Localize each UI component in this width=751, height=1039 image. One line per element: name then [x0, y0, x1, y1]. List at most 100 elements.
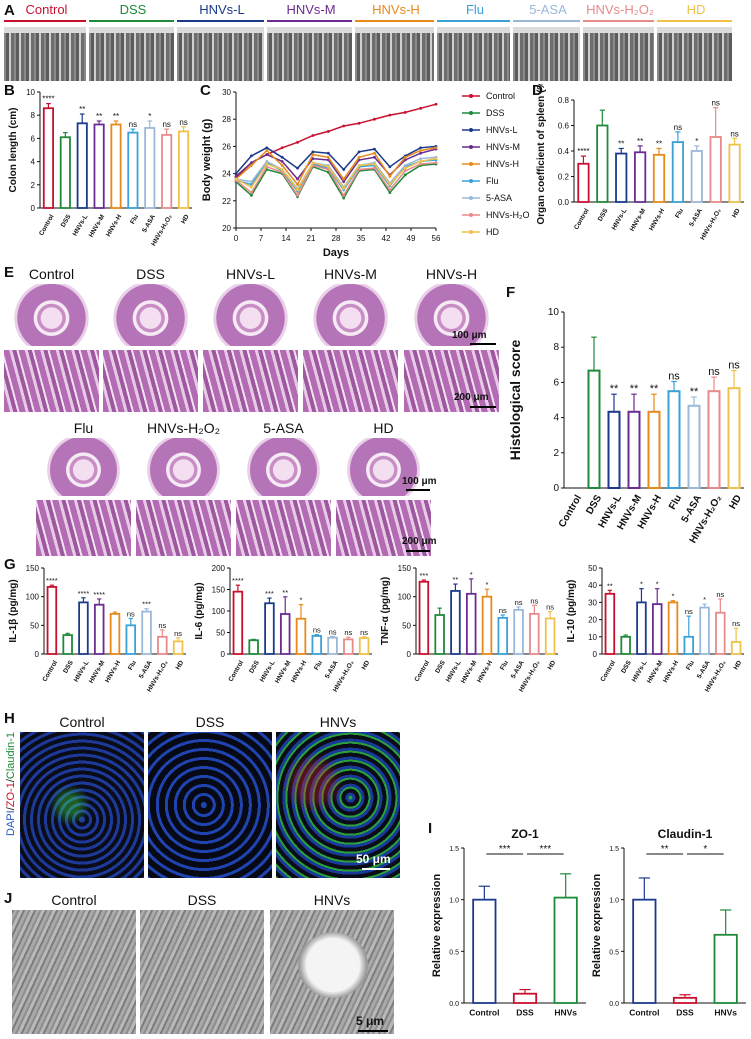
legend-marker — [469, 179, 473, 183]
y-tick-label: 0 — [593, 650, 598, 659]
significance-label: ns — [674, 123, 682, 132]
scale-bar — [406, 550, 430, 552]
y-tick-label: 10 — [588, 633, 597, 642]
data-point — [419, 106, 423, 110]
category-label: Control — [413, 659, 431, 683]
bar — [110, 123, 122, 209]
bar — [707, 390, 721, 489]
category-label: HNVs-H — [105, 213, 123, 238]
category-label: HNVs-L — [72, 213, 90, 237]
data-point — [342, 187, 346, 190]
category-label: DSS — [620, 659, 633, 675]
y-tick-label: 50 — [402, 621, 411, 630]
y-tick-label: 100 — [26, 593, 40, 602]
significance-label: ** — [282, 588, 288, 597]
photo-group-label: HNVs-M — [286, 2, 336, 17]
tem-image — [140, 910, 264, 1034]
significance-label: ns — [499, 606, 507, 615]
category-label: HNVs-H — [104, 659, 122, 684]
significance-label: ns — [530, 596, 538, 605]
category-label: Flu — [127, 659, 138, 671]
y-tick-label: 0.0 — [609, 1001, 619, 1008]
data-point — [234, 177, 238, 181]
bar — [634, 151, 647, 203]
data-point — [373, 147, 376, 151]
x-tick-label: 7 — [259, 234, 264, 243]
data-point — [357, 164, 361, 167]
histology-image — [404, 284, 499, 346]
significance-label: **** — [78, 589, 90, 598]
y-tick-label: 0.5 — [449, 949, 459, 956]
legend-label: Flu — [486, 176, 499, 186]
legend-marker — [469, 196, 473, 200]
significance-label: * — [486, 580, 489, 589]
significance-label: ** — [79, 105, 85, 114]
bar — [93, 123, 105, 209]
significance-label: **** — [577, 147, 589, 156]
legend-marker — [469, 145, 473, 149]
category-label: HD — [175, 659, 186, 671]
legend-label: DSS — [486, 108, 505, 118]
y-tick-label: 1.5 — [609, 846, 619, 853]
x-tick-label: 14 — [282, 234, 291, 243]
significance-label: **** — [46, 576, 58, 585]
bar — [690, 150, 703, 203]
data-point — [280, 168, 284, 171]
y-tick-label: 150 — [398, 564, 412, 573]
photo-group-line — [583, 20, 654, 22]
colon-photo — [267, 27, 352, 81]
histology-image — [336, 438, 431, 496]
photo-group-label: HNVs-H — [372, 2, 420, 17]
data-point — [419, 162, 423, 166]
category-label: DSS — [597, 207, 610, 223]
category-label: DSS — [62, 659, 75, 675]
category-label: 5-ASA — [696, 659, 712, 680]
dapi-label: DAPI — [5, 810, 17, 836]
histology-zoom-image — [136, 500, 231, 556]
significance-label: ns — [708, 366, 720, 378]
if-image — [20, 732, 144, 878]
bar — [667, 390, 681, 489]
y-tick-label: 8 — [31, 111, 36, 120]
significance-label: ** — [96, 112, 102, 121]
data-point — [373, 151, 376, 155]
panel-h-ylabel: DAPI/ZO-1/Claudin-1 — [5, 732, 17, 836]
category-label: DSS — [434, 659, 447, 675]
bar — [497, 616, 509, 655]
y-axis-title: IL-10 (pg/mg) — [566, 580, 577, 643]
bar — [59, 136, 71, 209]
significance-label: ** — [690, 386, 699, 398]
significance-label: ns — [685, 607, 693, 616]
category-label: HD — [180, 213, 191, 225]
category-label: 5-ASA — [324, 659, 340, 680]
y-tick-label: 4 — [31, 158, 36, 167]
photo-group-label: HNVs-L — [199, 2, 245, 17]
colon-photo — [355, 27, 434, 81]
data-point — [265, 162, 269, 166]
data-point — [280, 164, 284, 167]
zo1-label: ZO-1 — [5, 782, 17, 808]
significance-label: * — [470, 570, 473, 579]
panel-label-g: G — [4, 556, 16, 573]
data-point — [296, 140, 299, 144]
category-label: HD — [547, 659, 558, 671]
bar — [157, 635, 168, 655]
significance-label: ns — [515, 598, 523, 607]
significance-label: * — [148, 112, 151, 121]
bar — [730, 641, 742, 655]
significance-label: ** — [630, 383, 639, 395]
category-label: HNVs-H — [662, 659, 680, 684]
significance-label: ns — [329, 627, 337, 636]
tem-vesicle-cluster — [298, 932, 368, 998]
data-point — [265, 146, 269, 150]
bar — [109, 612, 121, 655]
legend-marker — [469, 94, 473, 98]
bar — [311, 635, 323, 655]
bar — [713, 933, 738, 1004]
bar — [144, 127, 156, 209]
legend-label: HNVs-H — [486, 159, 519, 169]
y-axis-title: Colon length (cm) — [8, 108, 19, 193]
significance-label: * — [703, 844, 707, 855]
scale-bar — [406, 489, 430, 491]
